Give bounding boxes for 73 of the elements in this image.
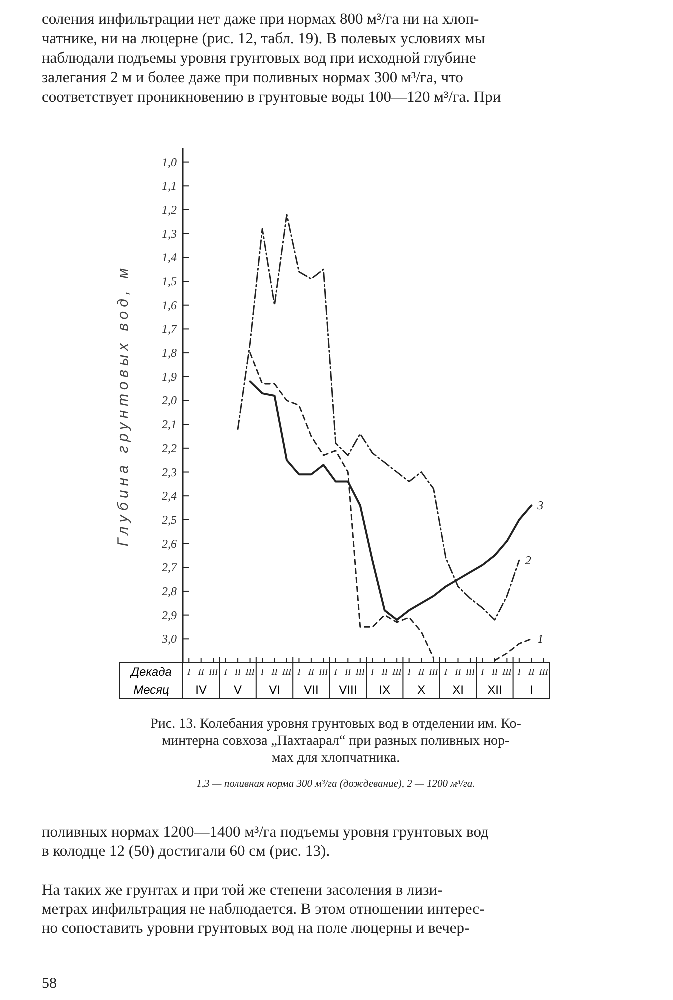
text: XI [452,683,464,697]
text: VIII [339,683,358,697]
y-axis-title: Глубина грунтовых вод, м [115,264,132,547]
y-tick-label: 2,2 [162,441,177,456]
text: IX [379,683,391,697]
text: I [530,683,534,697]
y-tick-label: 1,8 [162,346,177,360]
y-tick-label: 1,7 [162,322,178,336]
text: IV [196,683,208,697]
x-tick-label: III [354,667,366,677]
x-tick-label: II [234,667,242,677]
text: поливных нормах 1200—1400 м³/га подъемы уровня грунтовых вод в колодце 12 (50) достигали 60 см (рис. 13). [42,824,490,860]
x-tick-label: III [281,667,292,677]
x-tick-label: III [244,667,256,677]
x-tick-label: II [528,667,536,677]
y-tick-label: 1,9 [162,370,177,384]
y-tick-label: 1,1 [162,179,177,194]
x-tick-label: II [490,667,499,677]
x-tick-label: II [454,667,462,677]
x-tick-label: III [502,667,513,677]
text: соления инфильтрации нет даже при нормах 800 м³/га ни на хлоп- чатнике, ни на люцерне (рис. 12, табл. 19). В полевых условиях мы наблюдали подъемы уровня грунтовых вод при исходной глубине залегания 2 м и более даже при поливных нормах 300 м³/га, что соответствует проникновению в грунтовые воды 100—120 м³/га. При [42,11,502,106]
x-tick-label: II [418,667,426,677]
y-tick-label: 2,6 [162,536,177,551]
y-tick-label: 2,1 [162,418,177,432]
x-tick-label: I [444,667,449,677]
x-tick-label: III [318,667,330,677]
x-tick-label: III [464,667,476,677]
y-tick-label: 1,3 [162,226,177,241]
x-tick-label: I [260,667,266,677]
text: На таких же грунтах и при той же степени засоления в лизи- метрах инфильтрация не наблюдается. В этом отношении интерес- но сопоставить уровни грунтовых вод на поле люцерны и вечер- [42,882,485,937]
x-tick-label: III [208,667,220,677]
x-tick-label: I [223,667,228,677]
text: VII [304,683,319,697]
text: Рис. 13. Колебания уровня грунтовых вод в отделении им. Ко- минтерна совхоза „Пахтаарал“ при разных поливных нор- мах для хлопчатника. [150,717,522,766]
x-tick-label: II [270,667,279,677]
x-tick-label: I [480,667,486,677]
y-tick-label: 1,0 [162,155,177,170]
series-label: 2 [525,553,532,568]
y-tick-label: 1,4 [162,250,177,265]
y-tick-label: 2,4 [162,489,177,504]
series-label: 1 [538,632,544,646]
y-tick-label: 2,9 [162,608,177,622]
x-tick-label: I [370,667,376,677]
y-tick-label: 3,0 [161,632,177,646]
y-tick-label: 1,5 [162,274,177,289]
y-tick-label: 2,5 [162,512,177,527]
x-tick-label: I [406,667,412,677]
text: XII [488,683,502,697]
x-tick-label: III [392,667,403,677]
x-tick-label: I [186,667,192,677]
y-tick-label: 2,7 [162,560,178,575]
x-tick-label: I [296,667,302,677]
y-tick-label: 1,2 [162,202,177,217]
x-tick-label: II [197,667,206,677]
x-tick-label: III [538,667,550,677]
y-tick-label: 1,6 [162,298,177,312]
y-tick-label: 2,0 [162,394,177,408]
x-tick-label: II [307,667,316,677]
x-tick-label: III [428,667,440,677]
text: Декада [129,665,172,679]
x-tick-label: II [344,667,352,677]
x-tick-label: II [380,667,389,677]
y-tick-label: 2,8 [162,584,177,598]
x-tick-label: I [333,667,338,677]
series-label: 3 [536,498,544,513]
text: 58 [42,976,57,992]
y-tick-label: 2,3 [162,465,177,480]
x-tick-label: I [516,667,522,677]
text: VI [269,683,280,697]
text: Месяц [134,683,170,697]
text: V [234,683,242,697]
text: X [418,683,426,697]
text: 1,3 — поливная норма 300 м³/га (дождевание), 2 — 1200 м³/га. [196,779,476,790]
